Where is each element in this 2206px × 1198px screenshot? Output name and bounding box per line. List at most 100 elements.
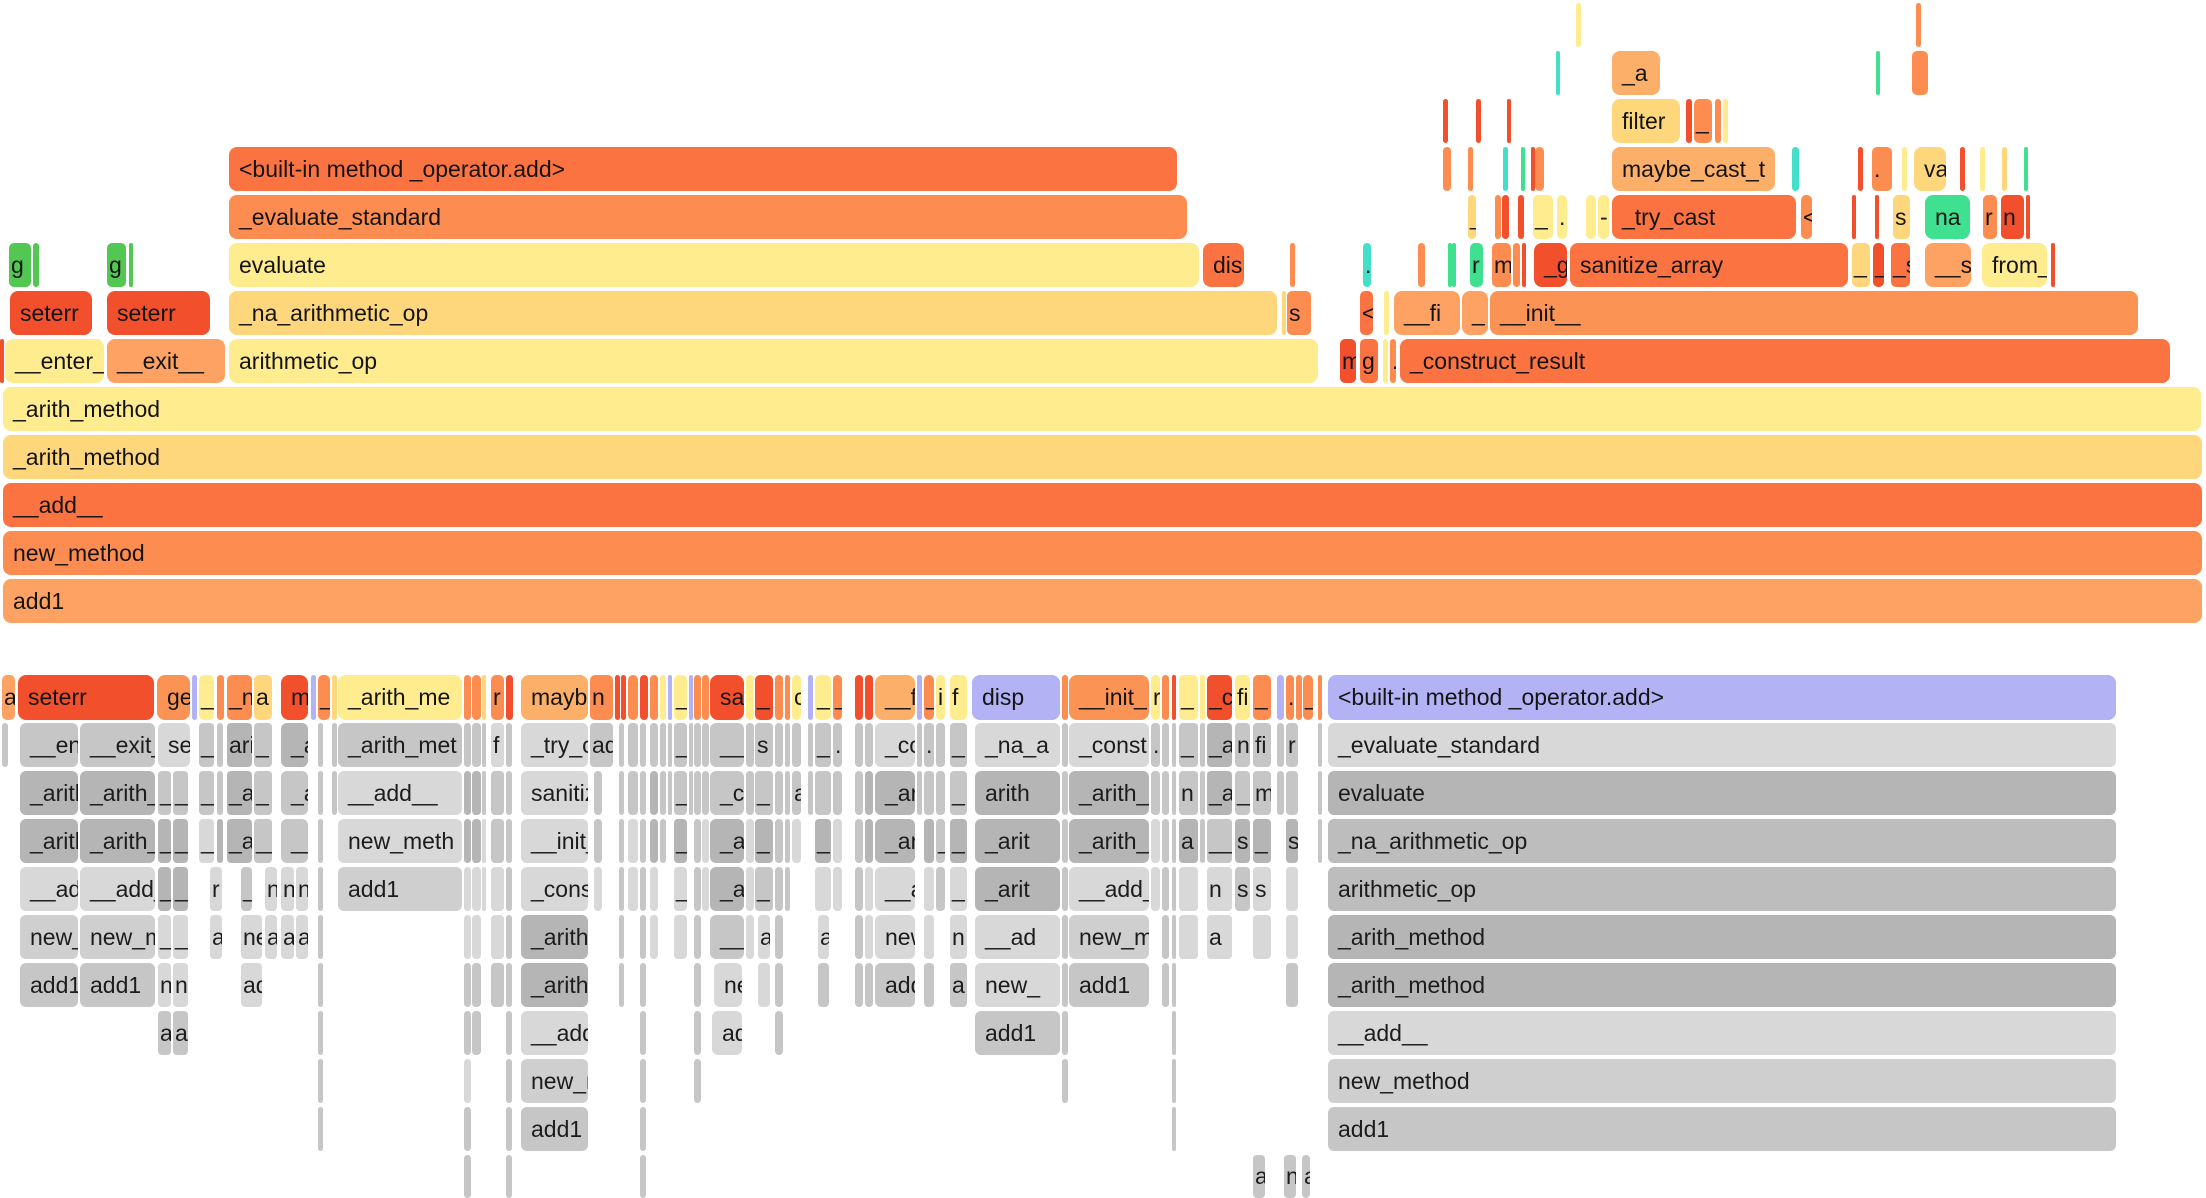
caller-cell-sliver[interactable] [674, 915, 687, 959]
caller-cell-sliver[interactable] [491, 963, 504, 1007]
caller-cell-sliver[interactable] [1062, 915, 1068, 959]
leaf-bar-sliver[interactable] [917, 675, 922, 720]
caller-cell-s[interactable]: s [1253, 867, 1271, 911]
leaf-bar-ge[interactable]: ge [157, 675, 190, 720]
flame-bar-sliver[interactable]: . [1363, 243, 1371, 287]
flame-bar-sliver[interactable] [1502, 195, 1509, 239]
flame-bar-sliver[interactable] [1452, 243, 1456, 287]
leaf-bar-f[interactable]: f [950, 675, 967, 720]
caller-cell-sliver[interactable] [318, 1011, 323, 1055]
caller-cell-sliver[interactable]: __ [710, 915, 744, 959]
caller-cell-s[interactable]: s [1235, 819, 1250, 863]
caller-cell-sliver[interactable] [217, 819, 223, 863]
leaf-bar-sliver[interactable] [615, 675, 620, 720]
caller-cell-sliver[interactable] [464, 1155, 471, 1198]
caller-cell-sliver[interactable] [936, 723, 945, 767]
caller-cell-a[interactable]: _a [281, 771, 308, 815]
caller-cell-sliver[interactable] [702, 723, 709, 767]
caller-cell-sliver[interactable] [640, 723, 646, 767]
caller-cell-sliver[interactable] [628, 771, 638, 815]
caller-cell-s[interactable]: s [1235, 867, 1250, 911]
caller-cell-sliver[interactable] [924, 915, 934, 959]
caller-cell-sliver[interactable]: _ [158, 915, 171, 959]
caller-cell-sliver[interactable] [815, 867, 831, 911]
caller-cell-sliver[interactable] [775, 771, 783, 815]
caller-cell-a[interactable]: _a [227, 771, 252, 815]
flame-bar-r[interactable]: r [1983, 195, 1997, 239]
caller-cell-sliver[interactable] [936, 867, 945, 911]
caller-cell-try-ca[interactable]: _try_ca [521, 723, 588, 767]
caller-cell-sliver[interactable]: _ [1253, 819, 1271, 863]
flame-bar-sliver[interactable]: _ [1873, 243, 1884, 287]
caller-cell-sliver[interactable] [318, 867, 323, 911]
leaf-bar-sliver[interactable]: _ [755, 675, 773, 720]
caller-cell-sliver[interactable] [619, 819, 624, 863]
caller-cell-sliver[interactable] [640, 1059, 646, 1103]
caller-cell-sliver[interactable] [619, 867, 624, 911]
flame-bar-s[interactable]: s [1893, 195, 1910, 239]
caller-cell-const[interactable]: _const [1069, 723, 1149, 767]
flame-bar-sliver[interactable] [1535, 147, 1544, 191]
caller-cell-add1[interactable]: add1 [1069, 963, 1149, 1007]
caller-cell-n[interactable]: n [1235, 723, 1250, 767]
leaf-bar-sliver[interactable] [865, 675, 873, 720]
caller-cell-sliver[interactable] [746, 771, 754, 815]
caller-cell-sliver[interactable] [464, 1107, 471, 1151]
leaf-bar-sliver[interactable] [1200, 675, 1205, 720]
caller-cell-sliver[interactable] [792, 819, 801, 863]
caller-cell-arith-m[interactable]: _arith_m [521, 963, 588, 1007]
caller-cell-sliver[interactable] [1162, 963, 1169, 1007]
caller-cell-sliver[interactable] [506, 915, 512, 959]
caller-cell-sliver[interactable] [1200, 771, 1205, 815]
flame-bar-sliver[interactable]: _ [1694, 99, 1712, 143]
caller-cell-sliver[interactable] [332, 771, 337, 815]
caller-cell-na-arithmetic-op[interactable]: _na_arithmetic_op [1328, 819, 2116, 863]
caller-cell-sliver[interactable] [650, 723, 658, 767]
caller-cell-constr[interactable]: _constr [521, 867, 588, 911]
caller-cell-arith-met[interactable]: _arith_met [338, 723, 462, 767]
flame-bar-sliver[interactable]: _ [1468, 195, 1476, 239]
caller-cell-add1[interactable]: add1 [80, 963, 155, 1007]
caller-cell-add[interactable]: __add__ [80, 867, 155, 911]
leaf-bar-sliver[interactable] [621, 675, 626, 720]
caller-cell-sliver[interactable] [1172, 1059, 1176, 1103]
caller-cell-sliver[interactable] [855, 771, 863, 815]
caller-cell-arith[interactable]: _arith_ [1069, 819, 1149, 863]
caller-cell-a[interactable]: a [1179, 819, 1198, 863]
caller-cell-sliver[interactable] [1151, 819, 1160, 863]
caller-cell-arit[interactable]: _arit [975, 867, 1060, 911]
caller-cell-sliver[interactable] [1172, 1107, 1176, 1151]
flame-bar-fi[interactable]: __fi [1394, 291, 1460, 335]
caller-cell-sliver[interactable] [482, 867, 486, 911]
caller-cell-sliver[interactable]: _ [755, 819, 773, 863]
caller-cell-sliver[interactable] [855, 723, 863, 767]
caller-cell-sliver[interactable] [1162, 771, 1169, 815]
caller-cell-sliver[interactable] [640, 771, 646, 815]
caller-cell-sliver[interactable] [482, 771, 486, 815]
leaf-bar-sliver[interactable]: . [1286, 675, 1294, 720]
caller-cell-s[interactable]: s [1286, 819, 1298, 863]
flame-bar-sliver[interactable] [0, 339, 4, 383]
flame-bar-sliver[interactable] [1384, 291, 1389, 335]
caller-cell-sliver[interactable]: _ [674, 867, 687, 911]
caller-cell-sliver[interactable] [1172, 723, 1176, 767]
leaf-bar-sliver[interactable] [650, 675, 658, 720]
caller-cell-na-a[interactable]: _na_a [975, 723, 1060, 767]
leaf-bar-sliver[interactable] [1062, 675, 1068, 720]
leaf-bar-m[interactable]: m [281, 675, 308, 720]
flame-bar-add1[interactable]: add1 [3, 579, 2202, 623]
caller-cell-sliver[interactable] [318, 1107, 323, 1151]
caller-cell-sliver[interactable] [815, 771, 831, 815]
flame-bar-sliver[interactable] [1513, 243, 1520, 287]
caller-cell-arith-method[interactable]: _arith_method [1328, 915, 2116, 959]
flame-bar-sliver[interactable] [1576, 3, 1581, 47]
leaf-bar-fi[interactable]: fi [1235, 675, 1250, 720]
flame-bar-arith-method[interactable]: _arith_method [3, 387, 2201, 431]
caller-cell-sliver[interactable]: _ [936, 819, 945, 863]
caller-cell-sliver[interactable] [1172, 819, 1176, 863]
flame-bar-filter[interactable]: filter [1612, 99, 1680, 143]
caller-cell-sliver[interactable]: _ [950, 723, 967, 767]
flame-bar-sliver[interactable] [1792, 147, 1799, 191]
leaf-bar-sliver[interactable] [689, 675, 693, 720]
caller-cell-sliver[interactable] [1062, 1011, 1068, 1055]
